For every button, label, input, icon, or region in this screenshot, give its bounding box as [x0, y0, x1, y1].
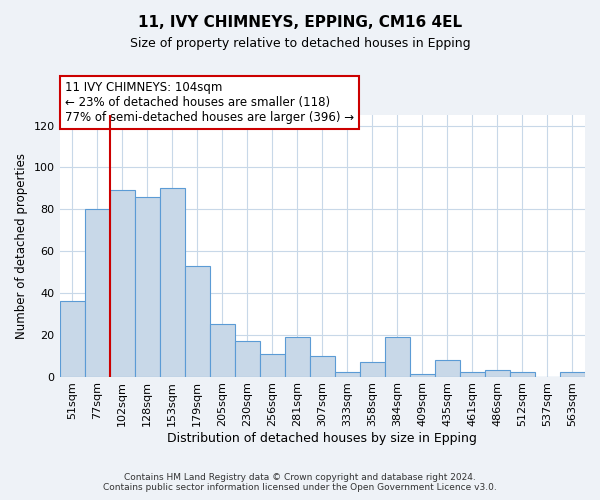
Bar [385, 337, 410, 376]
Bar [160, 188, 185, 376]
Y-axis label: Number of detached properties: Number of detached properties [15, 153, 28, 339]
Bar [209, 324, 235, 376]
Bar [485, 370, 510, 376]
Bar [560, 372, 585, 376]
Bar [134, 196, 160, 376]
Bar [85, 209, 110, 376]
Bar [185, 266, 209, 376]
Bar [510, 372, 535, 376]
Bar [310, 356, 335, 376]
Bar [360, 362, 385, 376]
Text: 11 IVY CHIMNEYS: 104sqm
← 23% of detached houses are smaller (118)
77% of semi-d: 11 IVY CHIMNEYS: 104sqm ← 23% of detache… [65, 81, 354, 124]
X-axis label: Distribution of detached houses by size in Epping: Distribution of detached houses by size … [167, 432, 477, 445]
Text: Contains HM Land Registry data © Crown copyright and database right 2024.
Contai: Contains HM Land Registry data © Crown c… [103, 473, 497, 492]
Bar [410, 374, 435, 376]
Bar [260, 354, 285, 376]
Bar [435, 360, 460, 376]
Text: 11, IVY CHIMNEYS, EPPING, CM16 4EL: 11, IVY CHIMNEYS, EPPING, CM16 4EL [138, 15, 462, 30]
Text: Size of property relative to detached houses in Epping: Size of property relative to detached ho… [130, 38, 470, 51]
Bar [110, 190, 134, 376]
Bar [59, 302, 85, 376]
Bar [285, 337, 310, 376]
Bar [335, 372, 360, 376]
Bar [460, 372, 485, 376]
Bar [235, 341, 260, 376]
